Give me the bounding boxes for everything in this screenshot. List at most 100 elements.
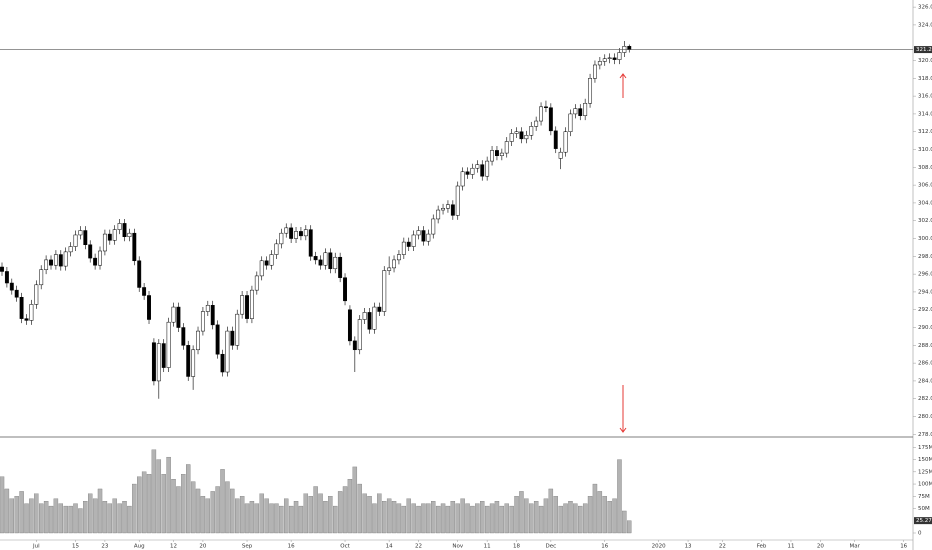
y-tick-label: 282.00 — [918, 396, 932, 402]
volume-bar — [396, 503, 402, 534]
candle-body — [88, 244, 93, 259]
volume-bar — [489, 503, 495, 534]
volume-bar — [34, 493, 39, 534]
y-tick-label: 296.00 — [918, 272, 932, 278]
candle-body — [514, 131, 519, 134]
volume-bar — [259, 493, 264, 534]
candle-body — [362, 312, 367, 320]
volume-bar — [406, 498, 411, 534]
candle-body — [274, 243, 279, 255]
y-tick-label: 302.00 — [918, 218, 932, 224]
candle-body — [107, 233, 112, 241]
volume-bar — [582, 503, 588, 534]
volume-bar — [607, 501, 612, 534]
candle-body — [392, 259, 396, 269]
candle-body — [465, 171, 470, 175]
candle-body — [494, 150, 499, 157]
candle-body — [240, 295, 245, 315]
volume-bar — [411, 503, 416, 534]
volume-bar — [264, 498, 269, 534]
volume-bar — [151, 449, 157, 534]
volume-bar — [48, 505, 54, 534]
y-tick-label: 288.00 — [918, 343, 932, 349]
candle-body — [539, 106, 544, 122]
volume-bar — [161, 474, 166, 534]
volume-bar — [171, 479, 176, 534]
volume-bar — [29, 498, 34, 534]
volume-bar — [445, 505, 451, 534]
volume-bar — [533, 501, 539, 534]
x-tick-label: Sep — [242, 544, 253, 550]
volume-bar — [210, 491, 215, 534]
volume-bar — [230, 488, 235, 534]
last-price-label: 321.23 — [916, 47, 932, 53]
y2-tick-label: 150M — [918, 457, 932, 463]
volume-bar — [117, 503, 122, 534]
candle-body — [147, 295, 151, 320]
candle-body — [29, 304, 34, 321]
volume-bar — [440, 503, 446, 534]
candle-body — [377, 306, 382, 312]
volume-bar — [132, 483, 137, 534]
x-tick-label: Nov — [452, 544, 463, 550]
candle-body — [225, 330, 230, 373]
volume-bar — [68, 505, 73, 534]
volume-bar — [587, 496, 593, 534]
y-tick-label: 316.00 — [918, 94, 932, 100]
candle-body — [333, 256, 338, 270]
candle-body — [102, 233, 107, 252]
volume-bar — [597, 491, 603, 534]
y-tick-label: 294.00 — [918, 289, 932, 295]
volume-bar — [431, 501, 436, 534]
volume-bar — [39, 503, 44, 534]
candle-body — [313, 256, 318, 261]
volume-bar — [475, 503, 480, 534]
volume-bar — [465, 503, 470, 534]
candle-body — [24, 318, 29, 321]
volume-bar — [181, 474, 186, 534]
candle-body — [583, 102, 588, 116]
x-tick-label: Jul — [32, 544, 40, 550]
volume-bar — [215, 486, 220, 534]
y-tick-label: 284.00 — [918, 378, 932, 384]
candle-body — [0, 266, 4, 272]
candle-body — [441, 208, 445, 211]
candle-body — [53, 254, 58, 266]
candle-body — [200, 311, 205, 332]
volume-bar — [612, 498, 617, 534]
volume-bar — [382, 501, 387, 534]
candle-body — [34, 284, 39, 305]
candle-body — [19, 297, 24, 319]
candle-body — [328, 252, 333, 270]
volume-bar — [460, 498, 465, 534]
volume-bar — [578, 505, 583, 534]
volume-bar — [377, 493, 382, 534]
candle-body — [553, 130, 558, 149]
candle-body — [558, 151, 563, 159]
volume-bar — [14, 496, 19, 534]
candle-body — [318, 259, 323, 266]
candle-body — [284, 227, 289, 234]
candle-body — [142, 287, 147, 296]
volume-bar — [480, 501, 485, 534]
annotation-arrows — [619, 73, 627, 433]
y-tick-label: 318.00 — [918, 76, 932, 82]
last-volume-label: 25.27M — [916, 518, 932, 524]
candle-body — [9, 282, 14, 291]
volume-bar — [602, 496, 607, 534]
candle-body — [509, 133, 514, 142]
candle-body — [450, 204, 455, 216]
candle-body — [245, 295, 249, 319]
candle-body — [485, 160, 490, 177]
y-tick-label: 300.00 — [918, 236, 932, 242]
y-tick-label: 326.00 — [918, 5, 932, 11]
x-tick-label: 2020 — [652, 544, 666, 550]
x-tick-label: 22 — [719, 544, 726, 550]
volume-bar — [293, 501, 299, 534]
x-tick-label: 16 — [288, 544, 295, 550]
x-tick-label: 11 — [787, 544, 794, 550]
volume-bar — [391, 501, 397, 534]
volume-bar — [548, 488, 554, 534]
candle-body — [83, 230, 88, 246]
